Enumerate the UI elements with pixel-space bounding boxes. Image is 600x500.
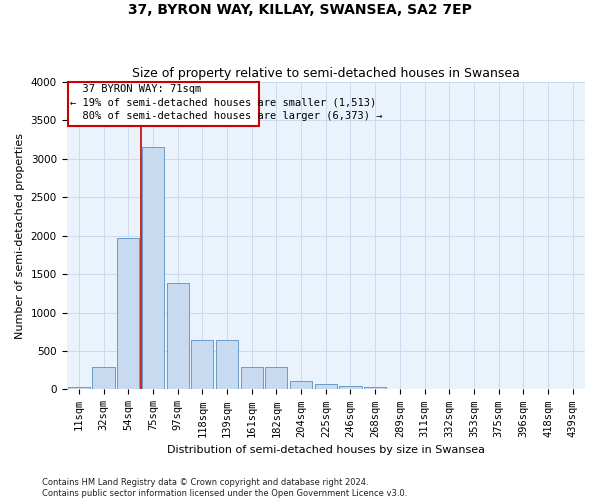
Bar — [265, 367, 287, 390]
Text: 37 BYRON WAY: 71sqm
← 19% of semi-detached houses are smaller (1,513)
  80% of s: 37 BYRON WAY: 71sqm ← 19% of semi-detach… — [70, 84, 383, 121]
Y-axis label: Number of semi-detached properties: Number of semi-detached properties — [15, 132, 25, 339]
Bar — [290, 380, 312, 390]
Bar — [216, 340, 238, 390]
Bar — [241, 367, 263, 390]
Bar — [340, 386, 362, 390]
Text: Contains HM Land Registry data © Crown copyright and database right 2024.
Contai: Contains HM Land Registry data © Crown c… — [42, 478, 407, 498]
Bar — [92, 367, 115, 390]
Text: 37, BYRON WAY, KILLAY, SWANSEA, SA2 7EP: 37, BYRON WAY, KILLAY, SWANSEA, SA2 7EP — [128, 2, 472, 16]
X-axis label: Distribution of semi-detached houses by size in Swansea: Distribution of semi-detached houses by … — [167, 445, 485, 455]
Bar — [142, 148, 164, 390]
Title: Size of property relative to semi-detached houses in Swansea: Size of property relative to semi-detach… — [132, 66, 520, 80]
Bar — [389, 388, 411, 390]
Bar — [167, 284, 189, 390]
Bar — [314, 384, 337, 390]
Bar — [364, 387, 386, 390]
Bar — [68, 387, 90, 390]
Bar — [117, 238, 139, 390]
Bar — [191, 340, 214, 390]
FancyBboxPatch shape — [68, 82, 259, 126]
